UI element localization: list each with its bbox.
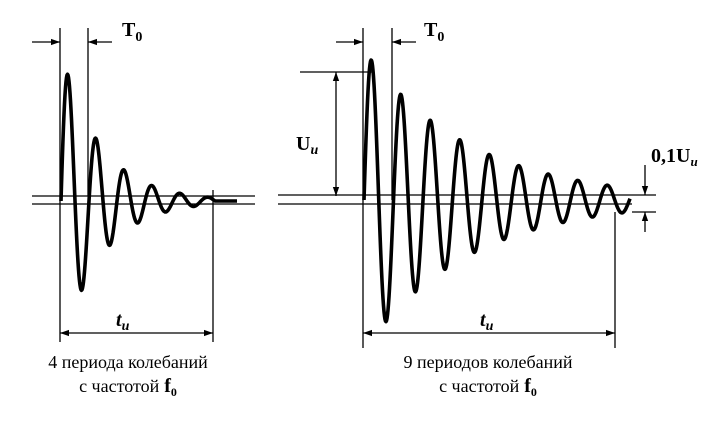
caption-text: с частотой [439,376,520,396]
label-sub: 0 [437,30,444,45]
label-main: T [424,19,438,41]
label-main: f [164,375,171,397]
right-diagram: T0 Uи 0,1Uи tи 9 периодов колебаний с ча… [278,19,698,399]
label-sub: и [690,154,697,169]
caption: 4 периода колебаний [48,352,208,372]
duration-label: tи [116,309,130,334]
label-main: t [116,309,123,331]
left-diagram: T0 tи 4 периода колебаний с частотой f0 [32,19,255,399]
amplitude-label: Uи [296,133,318,158]
label-main: t [480,309,487,331]
label-main: T [122,19,136,41]
label-main: U [296,133,310,155]
label-sub: и [122,319,130,334]
waveform [362,58,632,324]
label-sub: 0 [171,385,177,399]
period-label: T0 [424,19,444,45]
duration-label: tи [480,309,494,334]
caption: 9 периодов колебаний [403,352,572,372]
threshold-label: 0,1Uи [651,145,698,169]
label-main: f [524,375,531,397]
label-sub: 0 [135,30,142,45]
caption: с частотой f0 [79,375,177,399]
waveform [59,72,237,293]
label-sub: и [486,319,494,334]
label-sub: и [310,143,318,158]
label-sub: 0 [531,385,537,399]
caption-text: с частотой [79,376,160,396]
label-main: 0,1U [651,145,690,167]
caption: с частотой f0 [439,375,537,399]
period-label: T0 [122,19,142,45]
